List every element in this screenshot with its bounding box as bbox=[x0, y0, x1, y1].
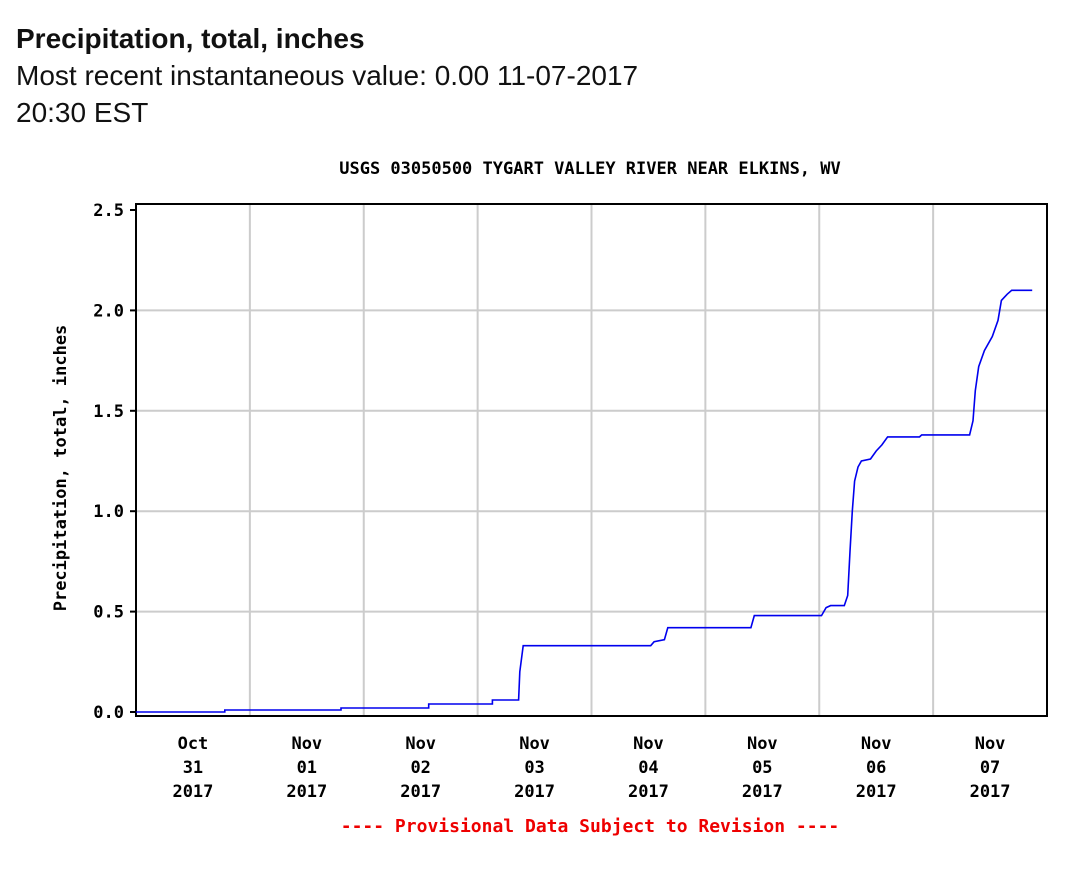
x-tick-label: 2017 bbox=[514, 782, 555, 802]
x-tick-label: Nov bbox=[291, 734, 322, 754]
recent-value: Most recent instantaneous value: 0.00 11… bbox=[16, 60, 639, 128]
parameter-title: Precipitation, total, inches bbox=[16, 23, 365, 54]
x-tick-label: 02 bbox=[410, 758, 430, 778]
x-tick-label: 05 bbox=[752, 758, 772, 778]
x-tick-label: 06 bbox=[866, 758, 886, 778]
x-tick-label: Nov bbox=[975, 734, 1006, 754]
x-tick-label: 31 bbox=[183, 758, 203, 778]
y-tick-label: 0.5 bbox=[93, 603, 124, 623]
y-tick-label: 1.0 bbox=[93, 502, 124, 522]
x-tick-label: 01 bbox=[297, 758, 317, 778]
y-tick-label: 2.0 bbox=[93, 301, 124, 321]
precipitation-series-line bbox=[136, 289, 1033, 713]
x-tick-label: Nov bbox=[861, 734, 892, 754]
y-axis-label: Precipitation, total, inches bbox=[51, 325, 71, 612]
y-tick-label: 1.5 bbox=[93, 402, 124, 422]
y-tick-label: 0.0 bbox=[93, 703, 124, 723]
x-tick-label: 2017 bbox=[286, 782, 327, 802]
plot-frame bbox=[135, 203, 1048, 717]
x-tick-label: Nov bbox=[405, 734, 436, 754]
y-tick-label: 2.5 bbox=[93, 201, 124, 221]
x-tick-label: 03 bbox=[524, 758, 544, 778]
x-tick-label: 2017 bbox=[856, 782, 897, 802]
x-tick-label: Nov bbox=[633, 734, 664, 754]
x-tick-label: 2017 bbox=[628, 782, 669, 802]
x-tick-label: Nov bbox=[747, 734, 778, 754]
x-tick-label: 2017 bbox=[400, 782, 441, 802]
x-tick-label: 2017 bbox=[172, 782, 213, 802]
x-tick-label: 07 bbox=[980, 758, 1000, 778]
provisional-footnote: ---- Provisional Data Subject to Revisio… bbox=[341, 816, 840, 837]
chart-title: USGS 03050500 TYGART VALLEY RIVER NEAR E… bbox=[339, 159, 841, 179]
x-tick-label: 2017 bbox=[742, 782, 783, 802]
x-tick-label: 04 bbox=[638, 758, 658, 778]
x-tick-label: 2017 bbox=[970, 782, 1011, 802]
x-tick-label: Oct bbox=[178, 734, 209, 754]
x-tick-label: Nov bbox=[519, 734, 550, 754]
header: Precipitation, total, inches Most recent… bbox=[16, 20, 656, 131]
